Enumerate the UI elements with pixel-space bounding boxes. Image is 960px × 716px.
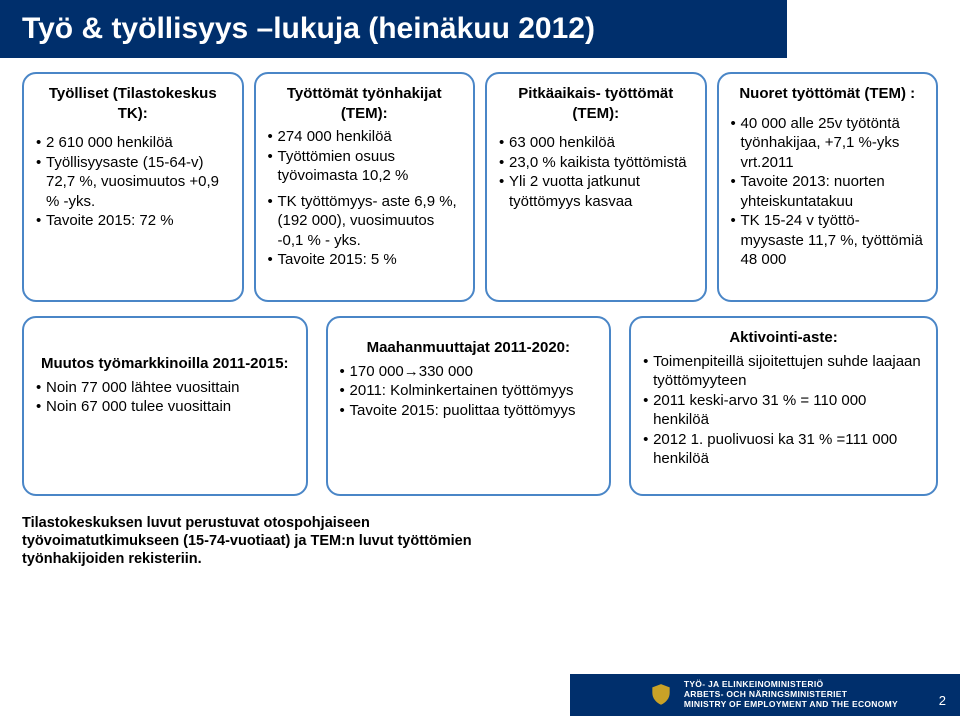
box-labour-market-change: Muutos työmarkkinoilla 2011-2015: Noin 7… [22,316,308,496]
box-immigrants: Maahanmuuttajat 2011-2020: 170 000→330 0… [326,316,612,496]
list-item: 23,0 % kaikista työttömistä [499,153,693,173]
row-1: Työlliset (Tilastokeskus TK): 2 610 000 … [22,72,938,302]
list-item: 2012 1. puolivuosi ka 31 % =111 000 henk… [643,430,924,469]
list-item: Työttömien osuus työvoimasta 10,2 % [268,147,462,186]
list-item: Noin 77 000 lähtee vuosittain [36,378,294,398]
box-employed: Työlliset (Tilastokeskus TK): 2 610 000 … [22,72,244,302]
list-item: Tavoite 2015: puolittaa työttömyys [340,401,598,421]
list-item: 2 610 000 henkilöä [36,133,230,153]
list-item: 2011: Kolminkertainen työttömyys [340,381,598,401]
list-item: TK työttömyys- aste 6,9 %, (192 000), vu… [268,192,462,251]
row-2: Muutos työmarkkinoilla 2011-2015: Noin 7… [22,316,938,496]
list-item: Tavoite 2015: 5 % [268,250,462,270]
list-item: Toimenpiteillä sijoitettujen suhde laaja… [643,352,924,391]
list-item: Tavoite 2015: 72 % [36,211,230,231]
list-item: 63 000 henkilöä [499,133,693,153]
ministry-text: TYÖ- JA ELINKEINOMINISTERIÖ ARBETS- OCH … [684,680,898,709]
slide-number: 2 [939,693,946,708]
list-item: Noin 67 000 tulee vuosittain [36,397,294,417]
box-longterm-unemployed: Pitkäaikais- työttömät (TEM): 63 000 hen… [485,72,707,302]
list-item: 2011 keski-arvo 31 % = 110 000 henkilöä [643,391,924,430]
list-item: Yli 2 vuotta jatkunut työttömyys kasvaa [499,172,693,211]
box-heading: Muutos työmarkkinoilla 2011-2015: [36,354,294,374]
list-item: TK 15-24 v työttö- myysaste 11,7 %, työt… [731,211,925,270]
list-item: Tavoite 2013: nuorten yhteiskuntatakuu [731,172,925,211]
crest-icon [648,682,674,708]
diagram-area: Työlliset (Tilastokeskus TK): 2 610 000 … [0,58,960,496]
list-item: 170 000→330 000 [340,362,598,382]
box-activation-rate: Aktivointi-aste: Toimenpiteillä sijoitet… [629,316,938,496]
footnote: Tilastokeskuksen luvut perustuvat otospo… [0,510,960,568]
box-unemployed-jobseekers: Työttömät työnhakijat (TEM): 274 000 hen… [254,72,476,302]
box-heading: Aktivointi-aste: [643,328,924,348]
footer-bar: TYÖ- JA ELINKEINOMINISTERIÖ ARBETS- OCH … [570,674,960,716]
box-youth-unemployed: Nuoret työttömät (TEM) : 40 000 alle 25v… [717,72,939,302]
slide-title: Työ & työllisyys –lukuja (heinäkuu 2012) [0,0,787,58]
ministry-line: MINISTRY OF EMPLOYMENT AND THE ECONOMY [684,700,898,710]
box-heading: Pitkäaikais- työttömät (TEM): [499,84,693,123]
list-item: 40 000 alle 25v työtöntä työnhakijaa, +7… [731,114,925,173]
box-heading: Työlliset (Tilastokeskus TK): [36,84,230,123]
list-item: 274 000 henkilöä [268,127,462,147]
list-item: Työllisyysaste (15-64-v) 72,7 %, vuosimu… [36,153,230,212]
box-heading: Nuoret työttömät (TEM) : [731,84,925,104]
box-heading: Työttömät työnhakijat (TEM): [268,84,462,123]
box-heading: Maahanmuuttajat 2011-2020: [340,338,598,358]
